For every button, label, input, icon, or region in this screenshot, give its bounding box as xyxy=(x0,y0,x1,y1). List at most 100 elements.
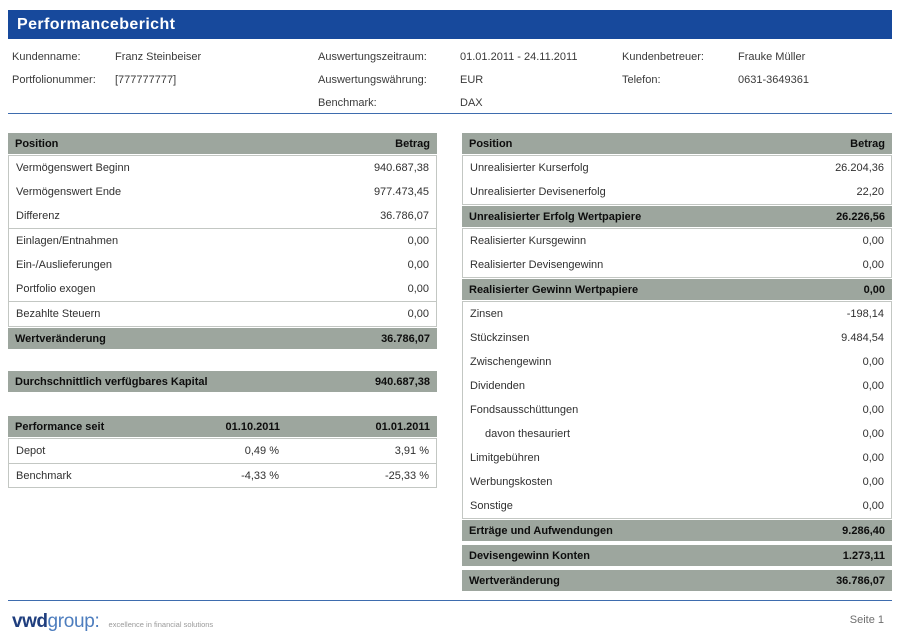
total-label: Unrealisierter Erfolg Wertpapiere xyxy=(469,210,642,223)
row-value: 0,00 xyxy=(407,308,429,320)
auswertungswaehrung-label: Auswertungswährung: xyxy=(318,74,427,86)
total-label: Wertveränderung xyxy=(15,332,106,345)
row-label: Einlagen/Entnahmen xyxy=(16,235,119,247)
row-value: 0,00 xyxy=(862,428,884,440)
row-value: 22,20 xyxy=(856,186,884,198)
row-value: 0,00 xyxy=(407,235,429,247)
report-title-bar: Performancebericht xyxy=(8,10,892,39)
table-row: Stückzinsen 9.484,54 xyxy=(463,326,891,350)
performance-table-body: Depot 0,49 % 3,91 % Benchmark -4,33 % -2… xyxy=(8,438,437,488)
left-header-betrag: Betrag xyxy=(395,137,430,150)
meta-row-telefon: Telefon: 0631-3649361 xyxy=(622,69,809,92)
row-label: Vermögenswert Beginn xyxy=(16,162,130,174)
table-row: Vermögenswert Beginn 940.687,38 xyxy=(9,156,436,180)
table-row: Dividenden 0,00 xyxy=(463,374,891,398)
total-value: 36.786,07 xyxy=(836,574,885,587)
logo-vwd-text: vwd xyxy=(12,611,48,632)
row-label: Vermögenswert Ende xyxy=(16,186,122,198)
row-label: Unrealisierter Kurserfolg xyxy=(470,162,589,174)
row-value-1: 0,49 % xyxy=(244,445,279,457)
row-label: Realisierter Devisengewinn xyxy=(470,259,604,271)
right-header-betrag: Betrag xyxy=(850,137,885,150)
meta-row-portfolionummer: Portfolionummer: [777777777] xyxy=(12,69,201,92)
auswertungswaehrung-value: EUR xyxy=(460,74,484,86)
realized-total-band: Realisierter Gewinn Wertpapiere 0,00 xyxy=(462,279,892,300)
row-label: Portfolio exogen xyxy=(16,283,96,295)
page-title: Performancebericht xyxy=(17,16,176,33)
portfolionummer-label: Portfolionummer: xyxy=(12,74,96,86)
footer-divider-rule xyxy=(8,600,892,601)
auswertungszeitraum-value: 01.01.2011 - 24.11.2011 xyxy=(460,51,578,63)
table-row: Limitgebühren 0,00 xyxy=(463,446,891,470)
value-change-total-band: Wertveränderung 36.786,07 xyxy=(462,570,892,591)
fx-gain-accounts-band: Devisengewinn Konten 1.273,11 xyxy=(462,545,892,566)
benchmark-value: DAX xyxy=(460,97,483,109)
total-value: 36.786,07 xyxy=(381,332,430,345)
table-row: Unrealisierter Kurserfolg 26.204,36 xyxy=(463,156,891,180)
table-row: Realisierter Kursgewinn 0,00 xyxy=(463,229,891,253)
row-label: Unrealisierter Devisenerfolg xyxy=(470,186,606,198)
left-table-total-band: Wertveränderung 36.786,07 xyxy=(8,328,437,349)
row-label: Benchmark xyxy=(16,469,72,482)
total-label: Erträge und Aufwendungen xyxy=(469,524,613,537)
row-value: -198,14 xyxy=(846,308,884,320)
table-row: Einlagen/Entnahmen 0,00 xyxy=(9,229,436,253)
table-row: Bezahlte Steuern 0,00 xyxy=(9,302,436,326)
row-value: 26.204,36 xyxy=(835,162,884,174)
row-label: Limitgebühren xyxy=(470,452,540,464)
right-table-header: Position Betrag xyxy=(462,133,892,154)
meta-row-kundenbetreuer: Kundenbetreuer: Frauke Müller xyxy=(622,46,809,69)
row-value: 9.484,54 xyxy=(841,332,884,344)
page-number: Seite 1 xyxy=(849,614,884,626)
row-label: Realisierter Kursgewinn xyxy=(470,235,587,247)
avg-capital-label: Durchschnittlich verfügbares Kapital xyxy=(15,375,208,388)
row-value: 0,00 xyxy=(862,476,884,488)
row-value: 0,00 xyxy=(862,356,884,368)
row-value: 0,00 xyxy=(407,283,429,295)
table-row: Fondsausschüttungen 0,00 xyxy=(463,398,891,422)
total-value: 26.226,56 xyxy=(836,210,885,223)
row-value: 940.687,38 xyxy=(373,162,429,174)
row-label: Bezahlte Steuern xyxy=(16,308,101,320)
value-change-table: Position Betrag Vermögenswert Beginn 940… xyxy=(8,133,437,488)
row-value-2: 3,91 % xyxy=(394,445,429,457)
row-value: 0,00 xyxy=(407,259,429,271)
total-label: Wertveränderung xyxy=(469,574,560,587)
asset-value-group: Vermögenswert Beginn 940.687,38 Vermögen… xyxy=(9,156,436,228)
auswertungszeitraum-label: Auswertungszeitraum: xyxy=(318,51,427,63)
telefon-label: Telefon: xyxy=(622,74,661,86)
table-row: Realisierter Devisengewinn 0,00 xyxy=(463,253,891,277)
table-row: Unrealisierter Devisenerfolg 22,20 xyxy=(463,180,891,204)
row-label: Werbungskosten xyxy=(470,476,553,488)
row-value: 977.473,45 xyxy=(373,186,429,198)
portfolionummer-value: [777777777] xyxy=(115,74,177,86)
row-label: davon thesauriert xyxy=(485,428,570,440)
total-label: Realisierter Gewinn Wertpapiere xyxy=(469,283,639,296)
avg-capital-value: 940.687,38 xyxy=(374,375,430,388)
kundenname-label: Kundenname: xyxy=(12,51,81,63)
table-row: Werbungskosten 0,00 xyxy=(463,470,891,494)
table-row: Vermögenswert Ende 977.473,45 xyxy=(9,180,436,204)
meta-row-auswertungswaehrung: Auswertungswährung: EUR xyxy=(318,69,577,92)
taxes-group: Bezahlte Steuern 0,00 xyxy=(9,301,436,326)
table-row: Portfolio exogen 0,00 xyxy=(9,277,436,301)
income-expenses-section: Zinsen -198,14 Stückzinsen 9.484,54 Zwis… xyxy=(462,301,892,519)
benchmark-label: Benchmark: xyxy=(318,97,377,109)
row-label: Fondsausschüttungen xyxy=(470,404,579,416)
table-row-benchmark: Benchmark -4,33 % -25,33 % xyxy=(9,463,436,487)
flows-group: Einlagen/Entnahmen 0,00 Ein-/Auslieferun… xyxy=(9,228,436,301)
row-label: Zwischengewinn xyxy=(470,356,552,368)
meta-row-kundenname: Kundenname: Franz Steinbeiser xyxy=(12,46,201,69)
unrealized-section: Unrealisierter Kurserfolg 26.204,36 Unre… xyxy=(462,155,892,205)
performance-header-date1: 01.10.2011 xyxy=(225,420,280,433)
row-value: 0,00 xyxy=(862,259,884,271)
header-divider-rule xyxy=(8,113,892,114)
row-value: 0,00 xyxy=(862,452,884,464)
realized-section: Realisierter Kursgewinn 0,00 Realisierte… xyxy=(462,228,892,278)
row-label: Zinsen xyxy=(470,308,504,320)
row-label: Ein-/Auslieferungen xyxy=(16,259,113,271)
telefon-value: 0631-3649361 xyxy=(738,74,809,86)
left-table-header: Position Betrag xyxy=(8,133,437,154)
total-label: Devisengewinn Konten xyxy=(469,549,591,562)
